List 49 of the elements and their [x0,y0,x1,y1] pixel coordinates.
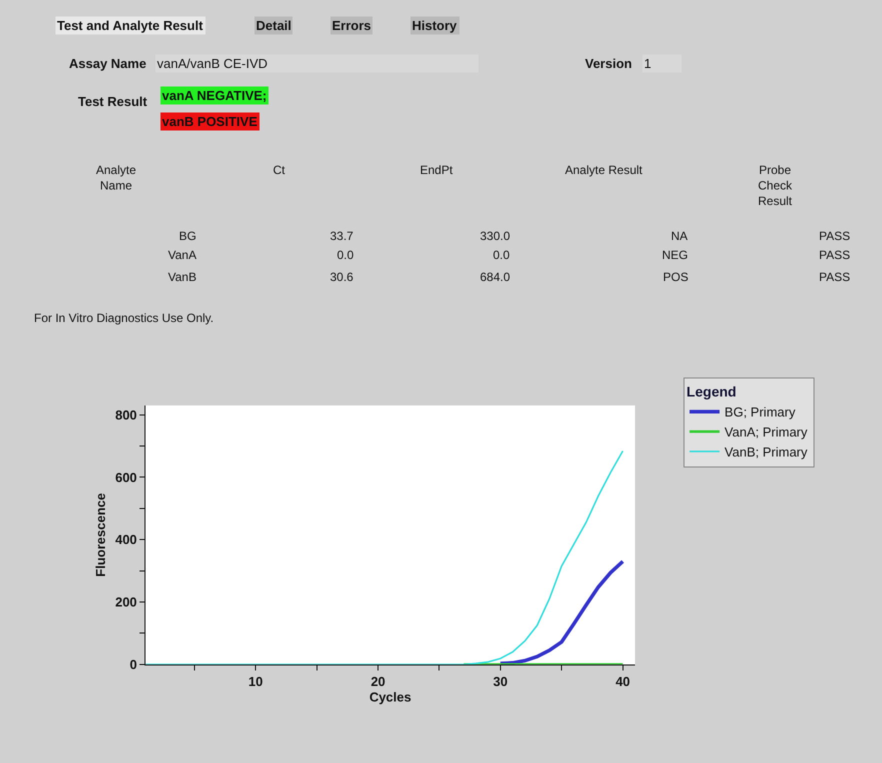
text: Version [585,56,632,71]
text: PASS [819,270,850,284]
x-tick-label: 40 [616,674,630,689]
text: Detail [256,18,292,33]
text: NA [671,229,688,243]
text: For In Vitro Diagnostics Use Only. [34,311,214,325]
text: History [412,18,458,33]
y-tick-label: 0 [130,656,137,672]
text: vanB POSITIVE [162,114,258,129]
text: NEG [662,248,688,262]
y-tick-label: 200 [115,594,137,610]
text: 684.0 [480,270,510,284]
text: 330.0 [480,229,510,243]
y-axis-title: Fluorescence [93,493,108,577]
legend-title: Legend [686,384,736,400]
text: Assay Name [69,56,146,71]
x-tick-label: 30 [493,674,508,689]
text: Test and Analyte Result [57,18,204,33]
text: BG [179,229,196,243]
x-tick-label: 10 [248,674,263,689]
text: VanA [168,248,196,262]
text: EndPt [420,163,454,177]
text: POS [663,270,688,284]
text: Errors [332,18,372,33]
text: Ct [273,163,286,177]
line-series [498,560,625,664]
legend-label: VanB; Primary [724,444,808,460]
line-series [146,450,624,664]
text: 30.6 [330,270,354,284]
text: vanA NEGATIVE; [162,88,267,103]
y-tick-label: 400 [115,532,137,548]
text: 1 [644,56,652,71]
y-tick-label: 600 [115,470,137,485]
text: PASS [819,248,850,262]
text: Analyte Result [565,163,644,177]
text: Probe Check Result [758,163,794,208]
text: 33.7 [330,229,354,243]
legend-label: BG; Primary [724,404,796,420]
legend-label: VanA; Primary [724,424,808,440]
text: 0.0 [493,248,510,262]
text: VanB [168,270,196,284]
text: Analyte Name [96,163,136,193]
text: 0.0 [337,248,354,262]
text: Test Result [78,94,148,109]
text: vanA/vanB CE-IVD [157,56,268,71]
x-axis-title: Cycles [369,690,412,705]
text: PASS [819,229,850,243]
x-tick-label: 20 [370,674,386,689]
y-tick-label: 800 [115,407,137,422]
